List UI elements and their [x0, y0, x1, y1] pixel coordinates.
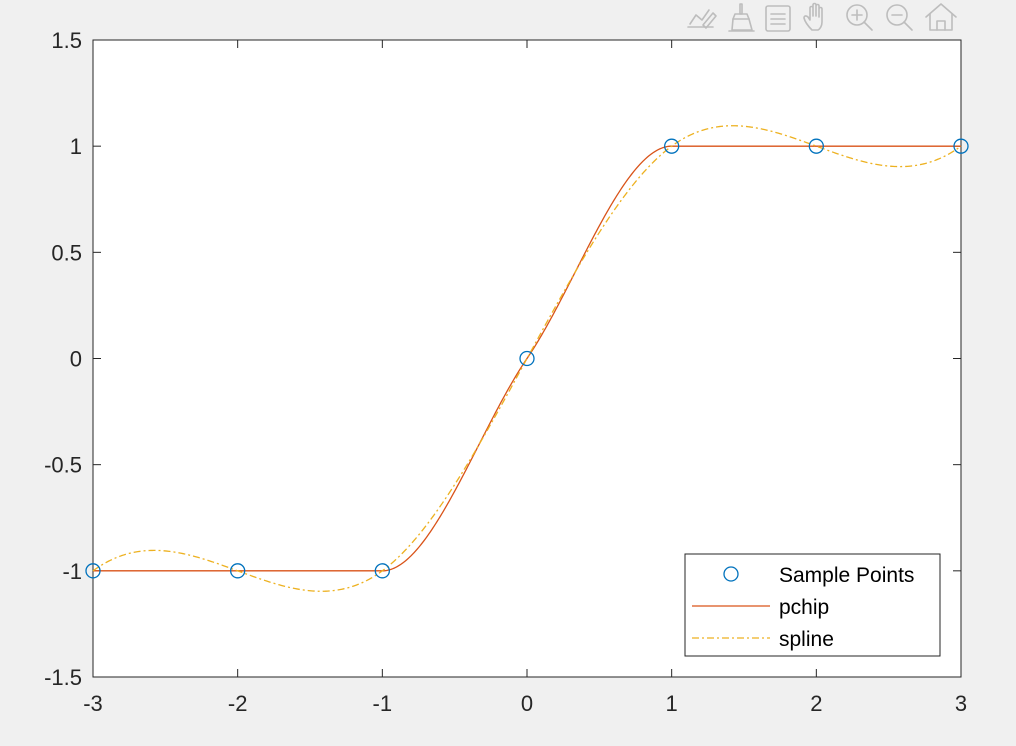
legend-marker-circle — [723, 566, 739, 582]
x-tick-label: -2 — [228, 691, 248, 716]
legend-label-spline: spline — [779, 628, 834, 651]
legend-box — [684, 553, 941, 657]
sample-point — [953, 138, 969, 154]
zoom-in-icon[interactable] — [840, 2, 874, 34]
sample-point-markers — [85, 138, 969, 579]
sample-point — [519, 350, 535, 367]
pan-icon[interactable] — [800, 2, 834, 34]
zoom-out-icon[interactable] — [880, 2, 914, 34]
y-tick-label: 1 — [70, 134, 82, 159]
legend-entry-sample-points: Sample Points — [723, 564, 914, 587]
sample-point — [808, 138, 824, 154]
y-tick-label: 1.5 — [51, 28, 82, 53]
y-tick-label: -1.5 — [44, 665, 82, 690]
legend-entry-pchip: pchip — [692, 596, 829, 619]
axes-toolbar — [684, 2, 958, 34]
y-axis-tick-labels: -1.5 -1 -0.5 0 0.5 1 1.5 — [44, 28, 82, 690]
x-tick-label: -3 — [83, 691, 103, 716]
spline-curve — [92, 125, 962, 592]
x-tick-label: 2 — [810, 691, 822, 716]
sample-point — [85, 563, 101, 579]
y-tick-label: -1 — [62, 559, 82, 584]
legend-label-sample-points: Sample Points — [779, 564, 914, 587]
x-tick-label: 1 — [666, 691, 678, 716]
sample-point — [374, 563, 390, 579]
sample-point — [230, 563, 246, 579]
edit-plot-icon[interactable] — [684, 2, 718, 34]
y-tick-label: 0.5 — [51, 240, 82, 265]
y-tick-label: 0 — [70, 347, 82, 372]
legend-entry-spline: spline — [692, 628, 834, 651]
legend[interactable]: Sample Points pchip spline — [684, 553, 941, 657]
plot-curves — [92, 125, 962, 592]
x-tick-label: 3 — [955, 691, 967, 716]
legend-toggle-icon[interactable] — [762, 2, 794, 34]
x-tick-label: -1 — [373, 691, 393, 716]
x-tick-label: 0 — [521, 691, 533, 716]
legend-label-pchip: pchip — [779, 596, 829, 619]
home-icon[interactable] — [922, 2, 958, 34]
data-brush-icon[interactable] — [724, 2, 756, 34]
y-tick-label: -0.5 — [44, 453, 82, 478]
x-axis-tick-labels: -3 -2 -1 0 1 2 3 — [83, 691, 967, 716]
sample-point — [664, 138, 680, 154]
